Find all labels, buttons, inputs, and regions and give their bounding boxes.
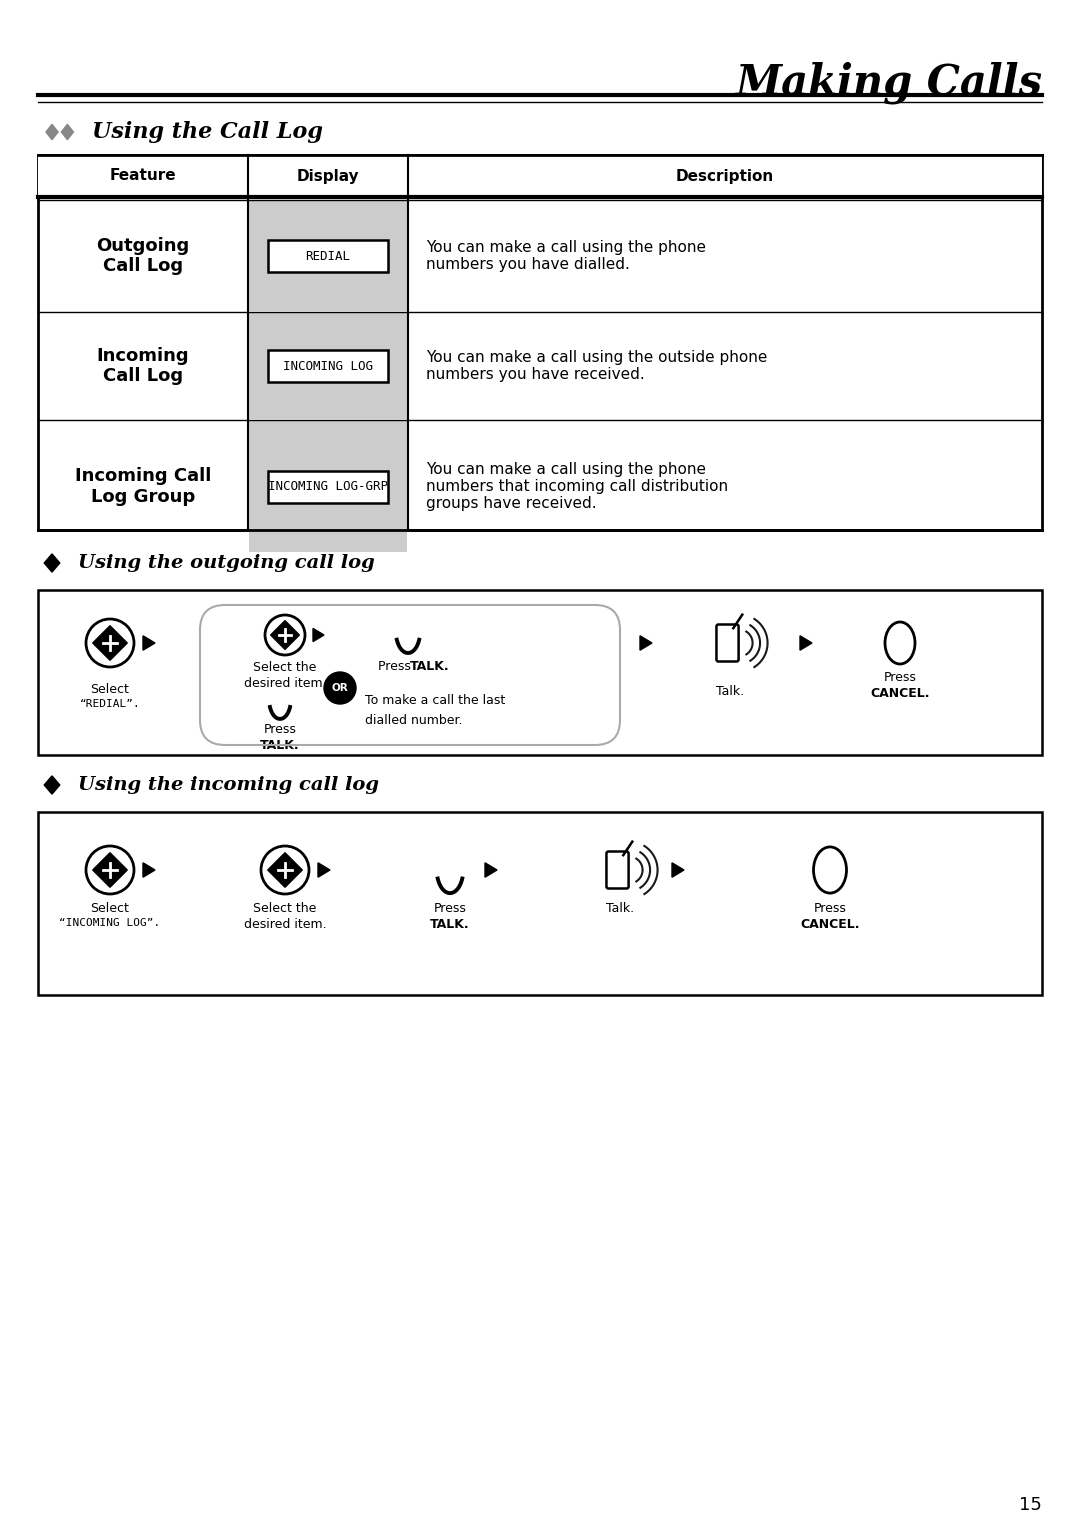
Text: Press: Press	[433, 902, 467, 914]
Polygon shape	[318, 862, 330, 878]
Polygon shape	[268, 853, 302, 887]
Text: dialled number.: dialled number.	[365, 714, 462, 726]
Polygon shape	[44, 775, 59, 794]
Text: INCOMING LOG: INCOMING LOG	[283, 359, 373, 373]
Polygon shape	[800, 636, 812, 650]
Text: CANCEL.: CANCEL.	[800, 917, 860, 931]
Text: Select: Select	[91, 683, 130, 696]
Text: Using the outgoing call log: Using the outgoing call log	[78, 553, 375, 572]
Text: 15: 15	[1020, 1495, 1042, 1514]
Circle shape	[324, 673, 356, 703]
Polygon shape	[62, 124, 73, 139]
Polygon shape	[313, 628, 324, 642]
Bar	[38, 590, 1042, 755]
Polygon shape	[44, 553, 59, 572]
Text: Using the Call Log: Using the Call Log	[92, 121, 323, 144]
FancyBboxPatch shape	[716, 624, 739, 662]
Text: “REDIAL”.: “REDIAL”.	[80, 699, 140, 709]
Text: “INCOMING LOG”.: “INCOMING LOG”.	[59, 917, 161, 928]
Polygon shape	[143, 862, 156, 878]
Bar	[38, 154, 1042, 531]
Bar	[38, 154, 1042, 197]
Text: REDIAL: REDIAL	[306, 249, 351, 263]
Text: CANCEL.: CANCEL.	[870, 687, 930, 700]
Bar	[249, 313, 407, 419]
Bar	[249, 420, 407, 552]
Text: Display: Display	[297, 168, 360, 183]
Text: desired item.: desired item.	[244, 677, 326, 690]
Text: Outgoing
Call Log: Outgoing Call Log	[96, 237, 190, 275]
Text: Making Calls: Making Calls	[735, 63, 1042, 104]
Text: Feature: Feature	[110, 168, 176, 183]
Text: Press: Press	[883, 671, 917, 683]
Text: Incoming
Call Log: Incoming Call Log	[97, 347, 189, 385]
Polygon shape	[93, 625, 127, 661]
Polygon shape	[485, 862, 497, 878]
Text: You can make a call using the outside phone
numbers you have received.: You can make a call using the outside ph…	[426, 350, 768, 382]
Text: Using the incoming call log: Using the incoming call log	[78, 777, 379, 794]
Text: Talk.: Talk.	[716, 685, 744, 699]
Text: TALK.: TALK.	[410, 661, 449, 673]
Polygon shape	[46, 124, 58, 139]
Text: Description: Description	[676, 168, 774, 183]
Bar	[268, 240, 388, 272]
Text: Incoming Call
Log Group: Incoming Call Log Group	[75, 466, 212, 506]
Text: TALK.: TALK.	[430, 917, 470, 931]
Polygon shape	[143, 636, 156, 650]
Polygon shape	[271, 621, 299, 650]
FancyBboxPatch shape	[607, 852, 629, 888]
Bar	[268, 471, 388, 503]
Text: You can make a call using the phone
numbers you have dialled.: You can make a call using the phone numb…	[426, 240, 706, 272]
Text: Press: Press	[378, 661, 415, 673]
Text: You can make a call using the phone
numbers that incoming call distribution
grou: You can make a call using the phone numb…	[426, 462, 728, 511]
Polygon shape	[672, 862, 684, 878]
Text: OR: OR	[332, 683, 349, 693]
Text: Select the: Select the	[254, 661, 316, 674]
Polygon shape	[640, 636, 652, 650]
Text: Press: Press	[264, 723, 296, 735]
Text: Talk.: Talk.	[606, 902, 634, 914]
Text: Press: Press	[813, 902, 847, 914]
Bar	[249, 200, 407, 310]
Text: Select: Select	[91, 902, 130, 914]
Text: To make a call the last: To make a call the last	[365, 694, 505, 706]
Bar	[268, 350, 388, 382]
Text: INCOMING LOG-GRP: INCOMING LOG-GRP	[268, 480, 388, 492]
Polygon shape	[93, 853, 127, 887]
Text: Select the: Select the	[254, 902, 316, 914]
Text: TALK.: TALK.	[260, 739, 300, 752]
Bar	[38, 812, 1042, 995]
Text: desired item.: desired item.	[244, 917, 326, 931]
